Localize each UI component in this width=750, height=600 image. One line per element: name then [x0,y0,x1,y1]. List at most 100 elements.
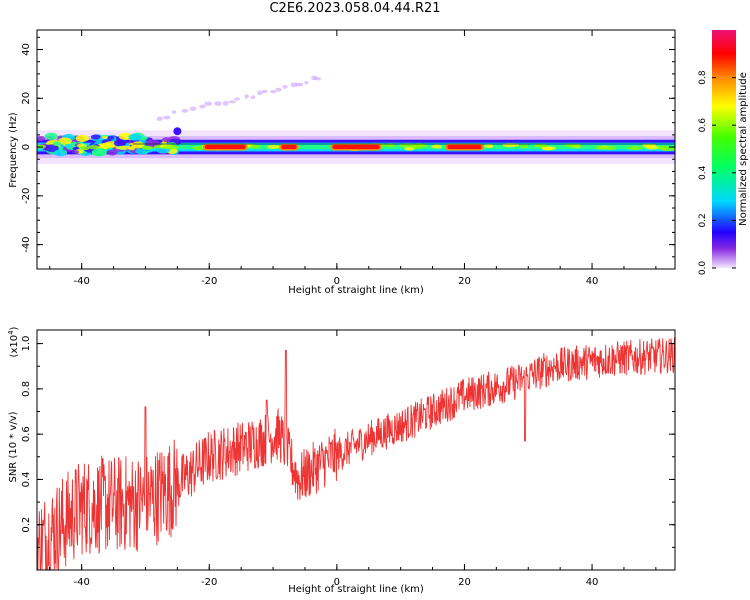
spectral-blob [52,141,62,147]
spectral-blob [87,145,100,150]
spectrogram-y-axis-label: Frequency (Hz) [8,112,19,188]
spectral-blob [100,142,111,149]
spectral-blob [106,149,118,156]
streak-dot [290,82,297,88]
spectral-blob [595,145,606,150]
colorbar-tick-label: 0.6 [698,118,708,133]
snr-y-axis-label: SNR (10 * v/v) [8,411,19,482]
streak-dot [163,115,171,120]
spectral-blob [90,134,101,140]
spectral-blob [645,145,660,150]
spectrogram-image [37,75,675,164]
spectral-blob [161,137,171,143]
spectral-blob [72,150,79,154]
streak-dot [257,90,263,96]
spectrogram-panel: -40 -20 0 20 40 -40 -20 0 20 40 Height of straigh… [8,29,676,296]
snr-x-axis-label: Height of straight line (km) [288,584,424,595]
spectral-blob [604,145,617,150]
spectral-blob [520,144,529,149]
figure-title: C2E6.2023.058.04.44.R21 [269,1,441,16]
colorbar-label: Normalized spectral amplitude [738,72,749,226]
strong-segment [281,145,297,150]
spectral-blob [91,148,107,157]
spectral-blob [78,146,90,151]
colorbar-ticks: 0.0 0.2 0.4 0.6 0.8 [698,70,736,275]
colorbar-tick-label: 0.2 [698,213,708,227]
spectral-blob [37,136,46,142]
x-tick-label: 40 [586,577,599,588]
y-tick-label: 0.8 [21,381,32,397]
spectral-blob [141,145,154,150]
spectral-blob [128,133,142,141]
x-tick-label: -20 [201,276,217,287]
streak-dot [282,84,288,89]
spectral-blob [64,143,72,148]
spectral-blob [135,148,147,155]
y-tick-label: -40 [21,236,32,252]
x-tick-label: -40 [73,577,89,588]
streak-dot [204,101,213,106]
strong-segment [204,145,246,150]
x-tick-label: 20 [458,577,471,588]
spectral-blob [131,141,145,149]
streak-dot [304,80,309,85]
strong-segment [447,145,482,150]
streak-dot [172,110,177,114]
spectrogram-frame [36,29,676,270]
streak-dot [250,95,256,100]
spectral-blob [250,144,261,149]
snr-y-exponent: (x104) [7,326,20,357]
streak-dot [261,89,268,94]
spectral-blob [627,146,643,151]
spectral-blob [113,140,126,147]
streak-dot [181,109,189,113]
spectral-blob [44,132,59,140]
streak-dot [275,87,282,92]
spectral-blob [54,149,68,157]
y-tick-label: 0.4 [21,471,32,487]
streak-dot [156,116,163,122]
streak-dot [298,82,304,87]
x-tick-label: 20 [458,276,471,287]
x-tick-label: 40 [586,276,599,287]
streak-dot [189,106,197,111]
spectrogram-x-axis-label: Height of straight line (km) [288,285,424,296]
spectral-blob [266,144,280,149]
snr-series-line [37,337,675,570]
colorbar-tick-label: 0.4 [698,165,708,180]
streak-dot [269,90,277,94]
spectral-blob [173,127,182,136]
colorbar: 0.0 0.2 0.4 0.6 0.8 Normalized spectral ampl… [698,30,749,275]
streak-dot [244,94,249,99]
colorbar-gradient [712,30,736,268]
spectral-blob [115,145,133,150]
spectral-blob [75,134,89,142]
x-tick-label: -20 [201,577,217,588]
streak-dot [228,100,237,104]
streak-dot [214,101,222,106]
streak-dot [222,100,229,106]
spectral-blob [657,145,669,150]
y-tick-label: 40 [21,43,32,56]
y-tick-label: 0.2 [21,517,32,533]
snr-frame [36,329,676,571]
spectrogram-ticks: -40 -20 0 20 40 -40 -20 0 20 40 [21,30,675,287]
y-tick-label: 0 [21,144,32,150]
spectral-blob [542,146,557,151]
streak-dot [234,97,241,101]
spectral-blob [44,144,59,152]
colorbar-tick-label: 0.0 [698,261,708,276]
spectral-blob [534,143,548,148]
streak-dot [295,82,300,87]
x-tick-label: 0 [334,276,340,287]
spectral-blob [431,144,443,149]
spectral-blob [484,143,494,148]
snr-ticks: -40 -20 0 20 40 0.2 0.4 0.6 0.8 1.0 [21,330,675,588]
y-tick-label: 1.0 [21,336,32,352]
x-tick-label: -40 [73,276,89,287]
y-tick-label: -20 [21,188,32,204]
spectral-blob [107,135,115,140]
colorbar-tick-label: 0.8 [698,70,708,85]
strong-segment [332,145,380,150]
